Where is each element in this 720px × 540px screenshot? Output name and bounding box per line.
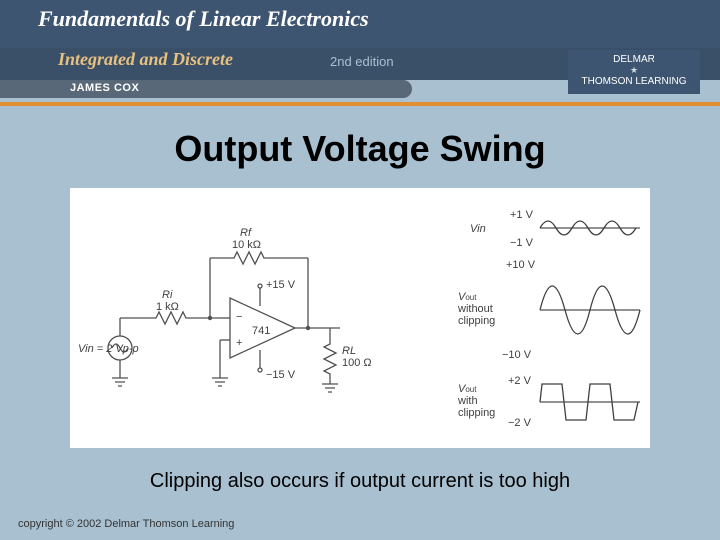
vin-bot: −1 V	[510, 237, 534, 249]
vin-top: +1 V	[510, 209, 534, 221]
header-stripe-author: JAMES COX	[0, 80, 412, 98]
svg-text:+: +	[236, 337, 242, 349]
rf-val: 10 kΩ	[232, 239, 261, 251]
vin-lbl: Vin = 2 Vp-p	[78, 343, 139, 355]
author-name: JAMES COX	[70, 82, 139, 94]
vo2-bot: −2 V	[508, 417, 532, 429]
vo1-top: +10 V	[506, 259, 536, 271]
svg-text:clipping: clipping	[458, 315, 495, 327]
ri-lbl: Ri	[162, 289, 173, 301]
vo1-bot: −10 V	[502, 349, 532, 361]
vo2-top: +2 V	[508, 375, 532, 387]
circuit-diagram: Vin = 2 Vp-p Ri 1 kΩ Rf 10 kΩ − + 741 +1…	[70, 188, 650, 448]
header-stripe-top: Fundamentals of Linear Electronics	[0, 0, 720, 48]
publisher-thomson: THOMSON LEARNING	[568, 76, 700, 87]
chip-lbl: 741	[252, 325, 270, 337]
page-title: Output Voltage Swing	[0, 128, 720, 170]
star-icon: ★	[568, 65, 700, 76]
header-divider-orange	[0, 102, 720, 106]
w-vin-lbl: Vin	[470, 223, 486, 235]
svg-text:clipping: clipping	[458, 407, 495, 419]
slide-caption: Clipping also occurs if output current i…	[0, 470, 720, 493]
publisher-box: DELMAR ★ THOMSON LEARNING	[568, 50, 700, 94]
svg-text:−: −	[236, 311, 242, 323]
rl-lbl: RL	[342, 345, 356, 357]
svg-text:Vin = 2 Vp-p: Vin = 2 Vp-p	[78, 343, 139, 355]
rl-val: 100 Ω	[342, 357, 372, 369]
svg-text:with: with	[457, 395, 478, 407]
book-subtitle: Integrated and Discrete	[58, 49, 233, 70]
rf-lbl: Rf	[240, 227, 252, 239]
vo1-lbl: Vout	[458, 291, 477, 303]
svg-text:without: without	[457, 303, 493, 315]
copyright-text: copyright © 2002 Delmar Thomson Learning	[18, 518, 234, 530]
vpos-lbl: +15 V	[266, 279, 296, 291]
ri-val: 1 kΩ	[156, 301, 179, 313]
publisher-delmar: DELMAR	[568, 54, 700, 65]
book-edition: 2nd edition	[330, 54, 394, 69]
book-title: Fundamentals of Linear Electronics	[38, 6, 369, 32]
vo2-lbl: Vout	[458, 383, 477, 395]
vneg-lbl: −15 V	[266, 369, 296, 381]
slide-header: Fundamentals of Linear Electronics Integ…	[0, 0, 720, 110]
